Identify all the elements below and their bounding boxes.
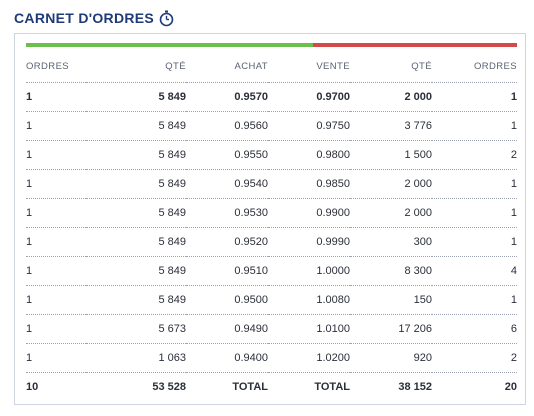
sell-orders-cell: 1	[432, 169, 517, 199]
bid-price-cell: 0.9490	[186, 314, 268, 344]
ask-price-cell: 0.9800	[268, 140, 350, 170]
total-buy-orders: 10	[26, 372, 86, 401]
buy-orders-cell: 1	[26, 198, 86, 228]
sell-qty-cell: 150	[350, 285, 432, 315]
bid-price-cell: 0.9500	[186, 285, 268, 315]
bid-price-cell: 0.9550	[186, 140, 268, 170]
total-row: 10 53 528 TOTAL TOTAL 38 152 20	[26, 372, 517, 401]
total-bid-label: TOTAL	[186, 372, 268, 401]
sell-qty-cell: 300	[350, 227, 432, 257]
ask-price-cell: 1.0080	[268, 285, 350, 315]
bid-price-cell: 0.9510	[186, 256, 268, 286]
buy-sell-balance-bar	[26, 43, 517, 47]
col-header-buy-qty: QTÉ	[165, 61, 186, 72]
col-header-buy-orders: ORDRES	[26, 61, 70, 72]
sell-qty-cell: 2 000	[350, 82, 432, 112]
buy-orders-cell: 1	[26, 140, 86, 170]
ask-price-cell: 0.9850	[268, 169, 350, 199]
sell-qty-cell: 17 206	[350, 314, 432, 344]
buy-orders-cell: 1	[26, 314, 86, 344]
sell-qty-cell: 3 776	[350, 111, 432, 141]
buy-qty-cell: 5 673	[86, 314, 186, 344]
sell-orders-cell: 1	[432, 285, 517, 315]
bid-price-cell: 0.9540	[186, 169, 268, 199]
buy-orders-cell: 1	[26, 82, 86, 112]
col-header-ask: VENTE	[316, 61, 350, 72]
total-sell-qty: 38 152	[350, 372, 432, 401]
buy-orders-cell: 1	[26, 111, 86, 141]
ask-price-cell: 0.9700	[268, 82, 350, 112]
buy-orders-cell: 1	[26, 256, 86, 286]
bid-price-cell: 0.9400	[186, 343, 268, 373]
buy-qty-cell: 1 063	[86, 343, 186, 373]
ask-price-cell: 0.9750	[268, 111, 350, 141]
total-sell-orders: 20	[432, 372, 517, 401]
buy-qty-cell: 5 849	[86, 256, 186, 286]
buy-qty-cell: 5 849	[86, 227, 186, 257]
sell-orders-cell: 2	[432, 343, 517, 373]
sell-bar	[313, 43, 517, 47]
ask-price-cell: 0.9900	[268, 198, 350, 228]
sell-orders-cell: 1	[432, 227, 517, 257]
table-header-row: ORDRES QTÉ ACHAT VENTE QTÉ ORDRES	[26, 51, 517, 83]
col-header-sell-qty: QTÉ	[411, 61, 432, 72]
buy-orders-cell: 1	[26, 285, 86, 315]
col-header-bid: ACHAT	[234, 61, 268, 72]
ask-price-cell: 1.0000	[268, 256, 350, 286]
bid-price-cell: 0.9570	[186, 82, 268, 112]
buy-qty-cell: 5 849	[86, 82, 186, 112]
buy-qty-cell: 5 849	[86, 169, 186, 199]
buy-bar	[26, 43, 314, 47]
buy-qty-cell: 5 849	[86, 140, 186, 170]
buy-qty-cell: 5 849	[86, 111, 186, 141]
sell-orders-cell: 1	[432, 111, 517, 141]
bid-price-cell: 0.9530	[186, 198, 268, 228]
buy-qty-cell: 5 849	[86, 198, 186, 228]
buy-qty-cell: 5 849	[86, 285, 186, 315]
sell-qty-cell: 1 500	[350, 140, 432, 170]
page-title: CARNET D'ORDRES	[14, 10, 155, 26]
orderbook-header: CARNET D'ORDRES	[14, 8, 174, 28]
total-ask-label: TOTAL	[268, 372, 350, 401]
ask-price-cell: 1.0200	[268, 343, 350, 373]
buy-orders-cell: 1	[26, 169, 86, 199]
ask-price-cell: 1.0100	[268, 314, 350, 344]
sell-qty-cell: 8 300	[350, 256, 432, 286]
sell-orders-cell: 4	[432, 256, 517, 286]
col-header-sell-orders: ORDRES	[473, 61, 517, 72]
total-buy-qty: 53 528	[86, 372, 186, 401]
buy-orders-cell: 1	[26, 227, 86, 257]
bid-price-cell: 0.9520	[186, 227, 268, 257]
sell-orders-cell: 1	[432, 198, 517, 228]
ask-price-cell: 0.9990	[268, 227, 350, 257]
sell-orders-cell: 6	[432, 314, 517, 344]
sell-qty-cell: 920	[350, 343, 432, 373]
sell-qty-cell: 2 000	[350, 198, 432, 228]
sell-orders-cell: 1	[432, 82, 517, 112]
buy-orders-cell: 1	[26, 343, 86, 373]
sell-qty-cell: 2 000	[350, 169, 432, 199]
sell-orders-cell: 2	[432, 140, 517, 170]
stopwatch-icon[interactable]	[159, 10, 174, 27]
bid-price-cell: 0.9560	[186, 111, 268, 141]
